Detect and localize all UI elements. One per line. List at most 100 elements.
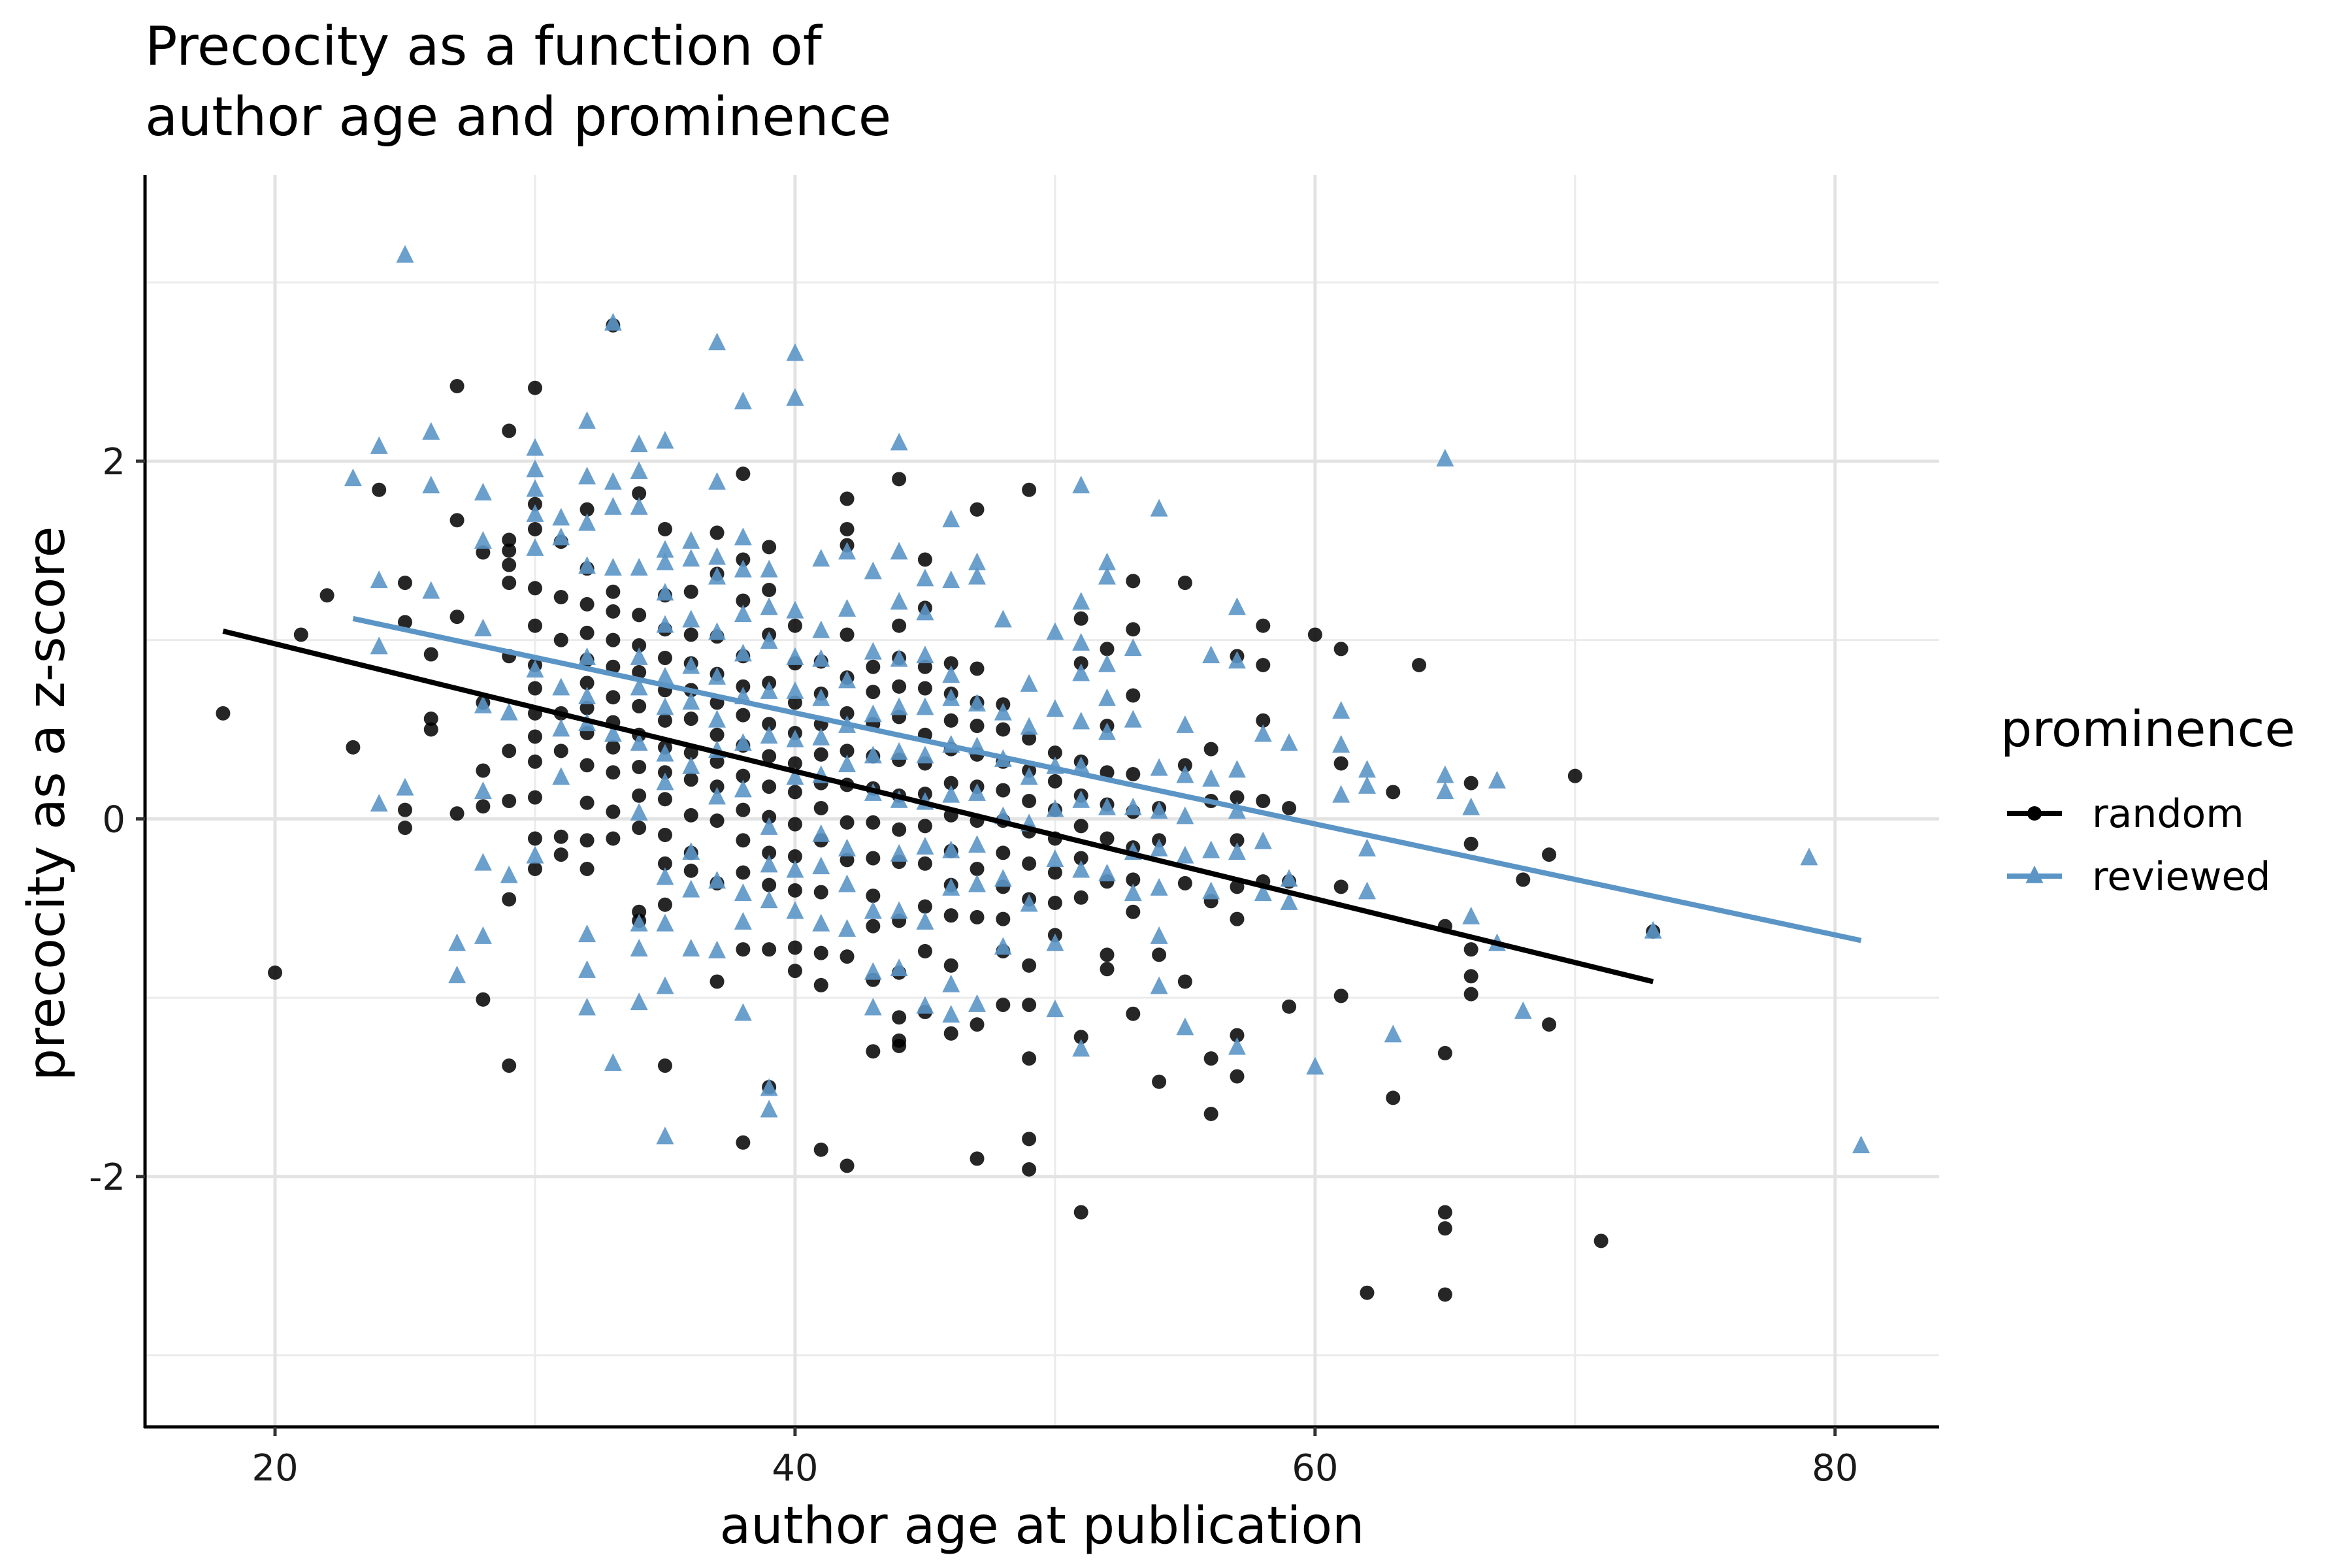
- point-reviewed: [1098, 688, 1116, 706]
- point-reviewed: [552, 508, 570, 526]
- point-random: [762, 942, 777, 957]
- point-reviewed: [838, 542, 857, 560]
- point-random: [1203, 1051, 1218, 1066]
- point-random: [1437, 1205, 1452, 1220]
- point-random: [1047, 865, 1062, 880]
- point-reviewed: [864, 561, 882, 580]
- point-random: [866, 815, 881, 830]
- point-reviewed: [734, 779, 752, 798]
- data-points: [216, 244, 1870, 1302]
- point-reviewed: [656, 772, 674, 791]
- point-reviewed: [1150, 877, 1168, 896]
- point-random: [657, 792, 672, 807]
- point-reviewed: [552, 719, 570, 737]
- point-reviewed: [1488, 770, 1506, 789]
- point-random: [527, 754, 542, 769]
- point-random: [632, 759, 647, 774]
- point-reviewed: [994, 869, 1012, 887]
- point-random: [840, 706, 855, 721]
- point-reviewed: [1358, 776, 1376, 794]
- point-random: [606, 765, 621, 780]
- point-reviewed: [682, 879, 700, 898]
- point-random: [762, 583, 777, 598]
- point-reviewed: [890, 433, 908, 451]
- point-reviewed: [448, 933, 466, 951]
- point-reviewed: [760, 726, 778, 744]
- point-random: [840, 743, 855, 759]
- point-random: [1073, 656, 1088, 671]
- point-reviewed: [1384, 1024, 1402, 1043]
- point-random: [657, 897, 672, 912]
- point-reviewed: [1228, 842, 1246, 860]
- point-reviewed: [916, 697, 934, 715]
- point-reviewed: [864, 998, 882, 1016]
- point-reviewed: [1150, 976, 1168, 994]
- point-random: [1022, 1051, 1037, 1066]
- point-random: [1230, 833, 1245, 848]
- trend-lines: [222, 615, 1862, 985]
- point-reviewed: [1462, 797, 1480, 815]
- point-random: [657, 521, 672, 536]
- point-reviewed: [734, 911, 752, 930]
- point-reviewed: [1176, 806, 1194, 825]
- point-random: [1100, 831, 1115, 846]
- point-reviewed: [1306, 1056, 1324, 1075]
- point-reviewed: [630, 938, 648, 956]
- point-reviewed: [734, 604, 752, 623]
- point-reviewed: [1254, 724, 1272, 742]
- grid-lines: [145, 175, 1939, 1427]
- point-random: [397, 821, 412, 836]
- point-random: [1256, 657, 1271, 672]
- point-reviewed: [604, 497, 622, 515]
- point-random: [996, 783, 1011, 798]
- point-random: [1022, 1132, 1037, 1147]
- point-reviewed: [1228, 651, 1246, 669]
- point-random: [1100, 642, 1115, 657]
- point-reviewed: [578, 513, 596, 531]
- point-reviewed: [604, 1053, 622, 1071]
- point-random: [917, 552, 932, 567]
- point-random: [1126, 574, 1141, 589]
- point-random: [943, 656, 958, 671]
- x-tick-label: 80: [1812, 1447, 1858, 1490]
- point-random: [866, 685, 881, 700]
- point-reviewed: [994, 937, 1012, 955]
- point-reviewed: [708, 622, 727, 640]
- point-reviewed: [942, 665, 960, 683]
- point-random: [397, 615, 412, 630]
- point-reviewed: [630, 557, 648, 576]
- point-random: [787, 785, 802, 800]
- point-reviewed: [1046, 849, 1064, 868]
- point-reviewed: [630, 434, 648, 453]
- axes: [136, 175, 1939, 1436]
- point-reviewed: [1228, 801, 1246, 819]
- point-random: [683, 808, 698, 823]
- point-random: [1100, 765, 1115, 780]
- point-reviewed: [812, 857, 830, 875]
- point-random: [1047, 745, 1062, 760]
- point-reviewed: [422, 476, 440, 494]
- point-random: [943, 908, 958, 923]
- point-reviewed: [1098, 797, 1116, 815]
- point-random: [1022, 482, 1037, 497]
- point-reviewed: [734, 559, 752, 578]
- point-random: [580, 625, 595, 640]
- point-random: [449, 610, 465, 625]
- point-reviewed: [500, 865, 518, 883]
- point-random: [710, 727, 725, 742]
- point-reviewed: [1098, 722, 1116, 740]
- legend-key-marker-reviewed: [2025, 865, 2044, 883]
- point-random: [943, 713, 958, 728]
- point-reviewed: [1514, 1001, 1532, 1019]
- point-reviewed: [968, 552, 987, 570]
- point-random: [1022, 731, 1037, 746]
- legend: prominence random reviewed: [2001, 700, 2295, 900]
- point-random: [866, 851, 881, 866]
- x-tick-label: 20: [252, 1447, 298, 1490]
- point-random: [917, 856, 932, 871]
- x-tick-label: 40: [772, 1447, 818, 1490]
- point-reviewed: [890, 958, 908, 977]
- point-random: [1463, 942, 1478, 957]
- point-random: [710, 974, 725, 989]
